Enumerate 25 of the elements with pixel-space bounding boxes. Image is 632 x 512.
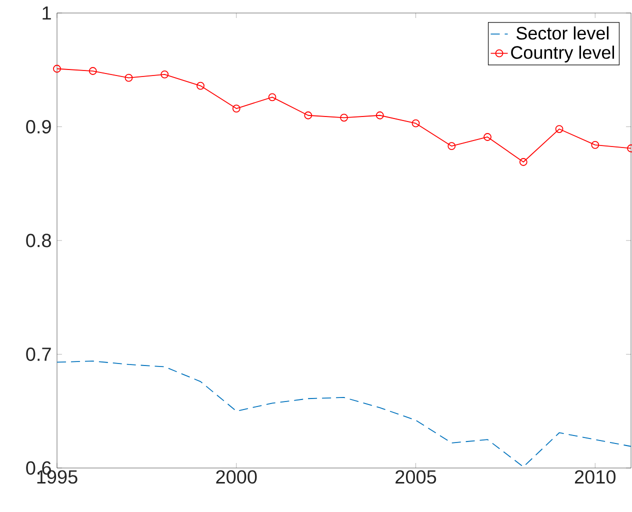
y-tick-label: 1 (42, 6, 51, 20)
x-tick-label: 2005 (396, 470, 436, 484)
point (196, 82, 204, 90)
y-tick-label: 0.9 (26, 120, 51, 134)
point (268, 93, 276, 102)
legend-label: Sector level (516, 26, 608, 40)
point (232, 104, 240, 112)
legend-label: Country level (511, 46, 614, 62)
point (448, 142, 456, 150)
point (304, 111, 312, 120)
x-tick-label: 2010 (574, 470, 616, 484)
point (591, 141, 600, 149)
y-tick-label: 0.7 (26, 348, 51, 361)
point (160, 70, 169, 78)
point (484, 133, 492, 141)
x-tick-label: 2000 (216, 470, 257, 484)
point (519, 158, 528, 166)
point (412, 119, 420, 128)
point (53, 64, 61, 73)
point (376, 111, 384, 120)
point (340, 114, 348, 122)
point (124, 74, 133, 82)
point (88, 67, 97, 75)
point (555, 125, 564, 133)
y-tick-label: 0.8 (26, 234, 51, 248)
